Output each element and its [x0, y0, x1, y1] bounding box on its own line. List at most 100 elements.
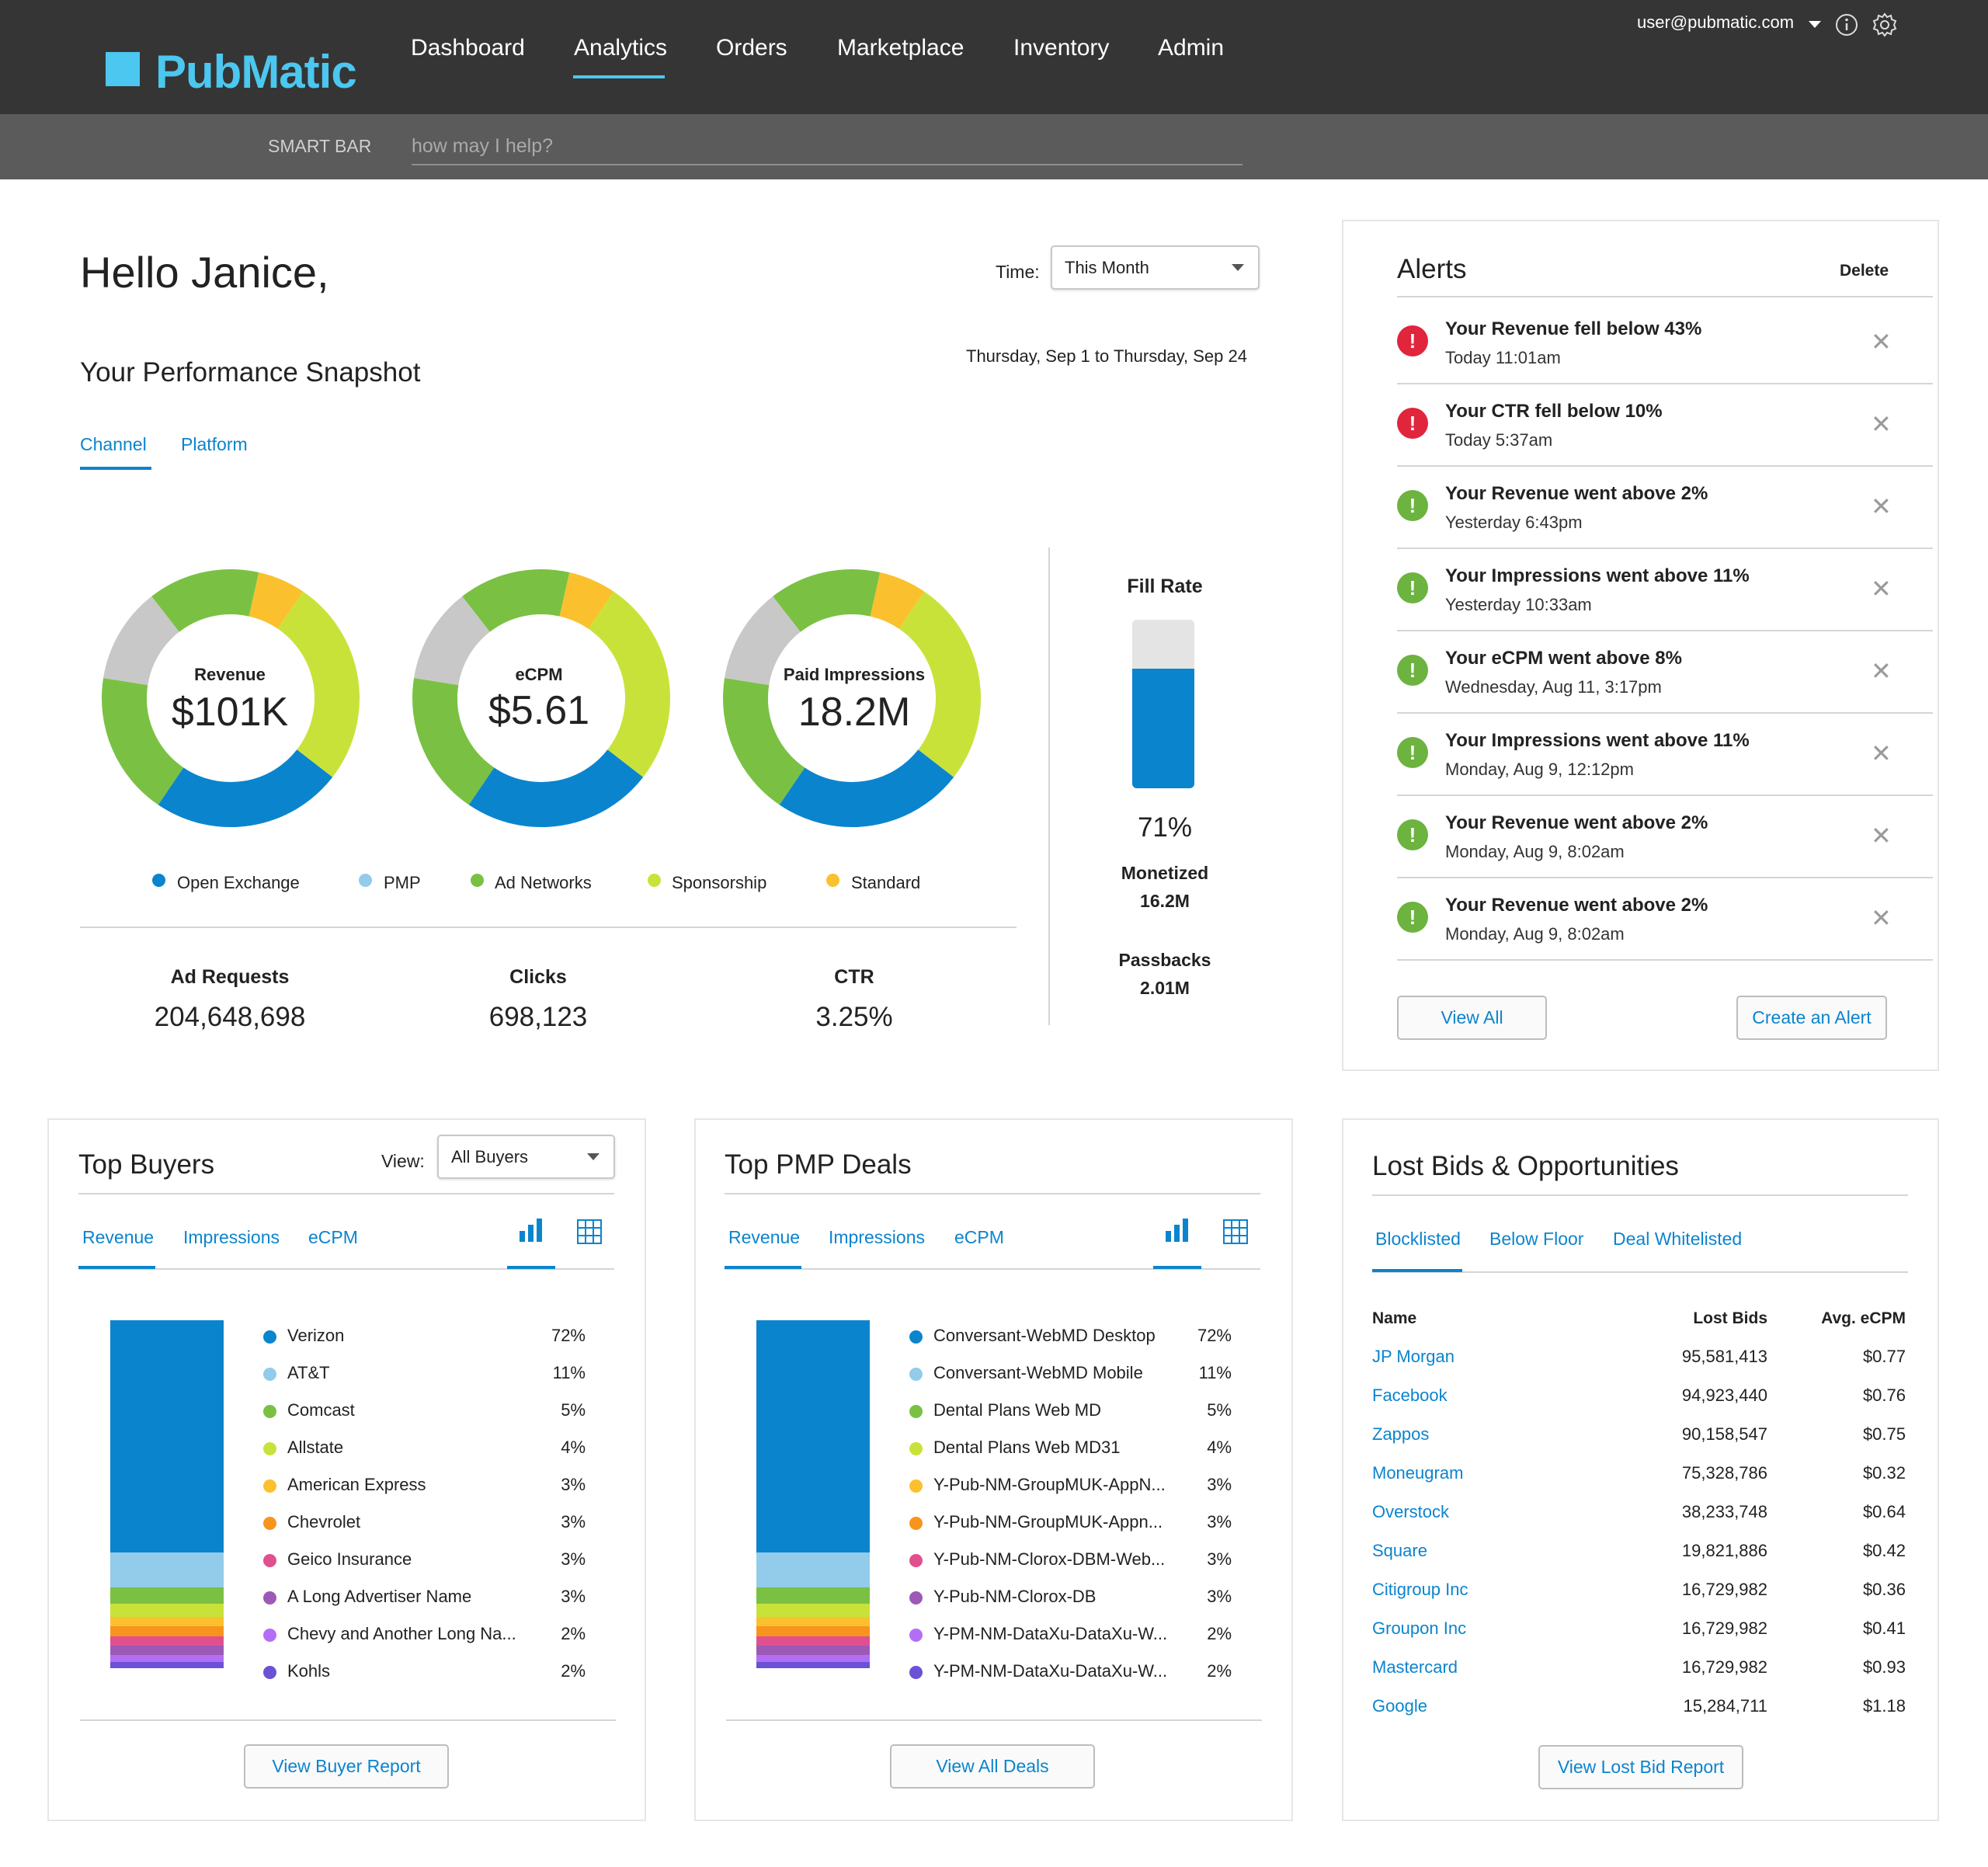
alert-title[interactable]: Your Revenue went above 2% [1445, 812, 1708, 833]
lost-bid-row-name[interactable]: Overstock [1372, 1502, 1450, 1521]
donut-segment [588, 591, 670, 777]
divider [1372, 1194, 1908, 1196]
nav-inventory[interactable]: Inventory [1013, 35, 1110, 61]
stacked-bar-segment [110, 1320, 224, 1552]
view-lost-bid-report-button[interactable]: View Lost Bid Report [1538, 1745, 1743, 1789]
fill-rate-bar [1132, 620, 1194, 788]
legend-open-exchange: Open Exchange [177, 873, 300, 892]
donut-segment [725, 596, 801, 686]
bar-chart-icon[interactable] [1165, 1217, 1190, 1243]
close-icon[interactable]: ✕ [1871, 328, 1892, 356]
logo-text[interactable]: PubMatic [155, 46, 357, 98]
pmp-tab-ecpm[interactable]: eCPM [954, 1227, 1004, 1247]
lost-bid-row-ecpm: $0.77 [1862, 1347, 1906, 1366]
alerts-delete-button[interactable]: Delete [1840, 262, 1889, 280]
donut-segment [277, 591, 360, 777]
donut-segment [412, 678, 495, 805]
lost-bid-row-name[interactable]: Mastercard [1372, 1657, 1458, 1677]
divider [1372, 1271, 1908, 1273]
legend-item-label: Y-Pub-NM-GroupMUK-Appn... [933, 1512, 1163, 1531]
time-select-value: This Month [1065, 258, 1149, 277]
gear-icon[interactable] [1872, 12, 1898, 38]
user-menu[interactable]: user@pubmatic.com [1637, 12, 1795, 32]
alert-icon: ! [1397, 325, 1428, 356]
legend-dot [263, 1554, 276, 1567]
view-buyer-report-button[interactable]: View Buyer Report [244, 1744, 449, 1789]
info-icon[interactable] [1834, 12, 1859, 37]
create-alert-button[interactable]: Create an Alert [1736, 996, 1887, 1040]
alert-title[interactable]: Your Impressions went above 11% [1445, 565, 1750, 586]
legend-item-label: AT&T [287, 1363, 330, 1382]
nav-dashboard[interactable]: Dashboard [411, 35, 525, 61]
lost-bid-row-ecpm: $0.36 [1862, 1580, 1906, 1599]
pmp-tab-revenue[interactable]: Revenue [728, 1227, 801, 1247]
nav-marketplace[interactable]: Marketplace [837, 35, 964, 61]
legend-dot [263, 1666, 276, 1679]
buyers-tab-impressions[interactable]: Impressions [183, 1227, 280, 1247]
alert-title[interactable]: Your Revenue went above 2% [1445, 895, 1708, 916]
legend-dot [263, 1330, 276, 1344]
smart-bar-label: SMART BAR [268, 136, 372, 156]
grid-table-icon[interactable] [1223, 1219, 1248, 1244]
stat-ctr-label: CTR [834, 966, 874, 988]
lost-bid-row-ecpm: $0.64 [1862, 1502, 1906, 1521]
alert-title[interactable]: Your Revenue went above 2% [1445, 483, 1708, 504]
close-icon[interactable]: ✕ [1871, 492, 1892, 520]
buyers-tab-revenue[interactable]: Revenue [82, 1227, 155, 1247]
buyers-tab-ecpm[interactable]: eCPM [308, 1227, 358, 1247]
lost-bid-row-name[interactable]: Zappos [1372, 1424, 1430, 1444]
alert-title[interactable]: Your Revenue fell below 43% [1445, 318, 1702, 339]
legend-dot [909, 1629, 923, 1642]
donut-segment [151, 569, 259, 633]
stacked-bar-segment [110, 1626, 224, 1636]
legend-standard: Standard [851, 873, 921, 892]
view-all-alerts-button[interactable]: View All [1397, 996, 1547, 1040]
lost-bid-row-name[interactable]: Citigroup Inc [1372, 1580, 1468, 1599]
nav-admin[interactable]: Admin [1158, 35, 1225, 61]
smart-bar-input[interactable] [412, 128, 1242, 165]
donut-revenue-value: $101K [171, 690, 289, 735]
lost-bid-row-count: 94,923,440 [1681, 1385, 1767, 1405]
lost-tab-deal-whitelisted[interactable]: Deal Whitelisted [1613, 1229, 1743, 1249]
donut-group [102, 569, 981, 827]
bar-chart-icon[interactable] [519, 1217, 544, 1243]
chevron-down-icon [587, 1153, 600, 1160]
view-all-deals-button[interactable]: View All Deals [890, 1744, 1095, 1789]
close-icon[interactable]: ✕ [1871, 575, 1892, 603]
lost-tab-below-floor[interactable]: Below Floor [1489, 1229, 1584, 1249]
lost-bid-row-count: 75,328,786 [1681, 1463, 1767, 1483]
lost-bid-row-name[interactable]: Facebook [1372, 1385, 1448, 1405]
close-icon[interactable]: ✕ [1871, 739, 1892, 767]
close-icon[interactable]: ✕ [1871, 822, 1892, 850]
tab-platform[interactable]: Platform [181, 434, 248, 454]
lost-bid-row-name[interactable]: Google [1372, 1696, 1427, 1716]
alert-icon: ! [1397, 490, 1428, 521]
nav-orders[interactable]: Orders [716, 35, 787, 61]
lost-tab-blocklisted[interactable]: Blocklisted [1375, 1229, 1461, 1249]
lost-bid-row-name[interactable]: Square [1372, 1541, 1427, 1560]
close-icon[interactable]: ✕ [1871, 657, 1892, 685]
lost-bid-row-name[interactable]: Moneugram [1372, 1463, 1464, 1483]
buyers-view-select[interactable]: All Buyers [437, 1135, 615, 1179]
alert-time: Wednesday, Aug 11, 3:17pm [1445, 677, 1662, 697]
close-icon[interactable]: ✕ [1871, 410, 1892, 438]
time-select[interactable]: This Month [1051, 245, 1260, 290]
alert-icon: ! [1397, 902, 1428, 933]
pmp-tab-impressions[interactable]: Impressions [829, 1227, 925, 1247]
nav-analytics[interactable]: Analytics [574, 35, 668, 61]
donut-ecpm-label: eCPM [515, 665, 563, 684]
alert-title[interactable]: Your eCPM went above 8% [1445, 648, 1682, 669]
lost-bid-row-name[interactable]: Groupon Inc [1372, 1618, 1467, 1638]
alert-title[interactable]: Your CTR fell below 10% [1445, 401, 1663, 422]
grid-table-icon[interactable] [577, 1219, 602, 1244]
alert-title[interactable]: Your Impressions went above 11% [1445, 730, 1750, 751]
channel-donuts [102, 569, 981, 827]
donut-impressions-value: 18.2M [798, 690, 911, 735]
chevron-down-icon[interactable] [1809, 21, 1821, 28]
legend-item-label: Chevy and Another Long Na... [287, 1624, 516, 1643]
lost-bid-row-name[interactable]: JP Morgan [1372, 1347, 1455, 1366]
close-icon[interactable]: ✕ [1871, 904, 1892, 932]
stacked-bar-segment [110, 1661, 224, 1668]
alerts-card [1342, 220, 1939, 1071]
tab-channel[interactable]: Channel [80, 434, 147, 454]
